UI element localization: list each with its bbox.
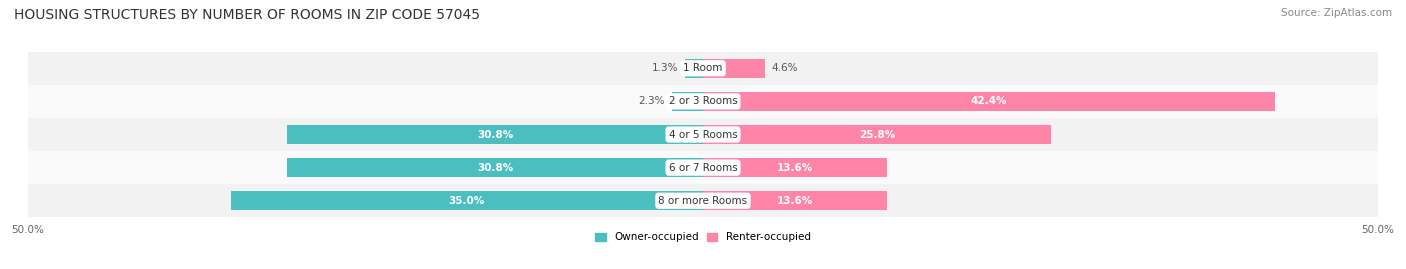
Text: 4.6%: 4.6% <box>772 63 799 73</box>
Legend: Owner-occupied, Renter-occupied: Owner-occupied, Renter-occupied <box>591 228 815 246</box>
Text: 25.8%: 25.8% <box>859 129 896 140</box>
Text: 13.6%: 13.6% <box>776 196 813 206</box>
Text: 2.3%: 2.3% <box>638 96 665 107</box>
Text: 30.8%: 30.8% <box>477 162 513 173</box>
Text: 8 or more Rooms: 8 or more Rooms <box>658 196 748 206</box>
Bar <box>287 125 703 144</box>
Bar <box>703 125 1052 144</box>
Bar <box>28 151 1378 184</box>
Text: 4 or 5 Rooms: 4 or 5 Rooms <box>669 129 737 140</box>
Bar <box>703 59 765 78</box>
Text: 13.6%: 13.6% <box>776 162 813 173</box>
Text: 6 or 7 Rooms: 6 or 7 Rooms <box>669 162 737 173</box>
Bar <box>703 92 1275 111</box>
Bar <box>231 191 703 210</box>
Text: HOUSING STRUCTURES BY NUMBER OF ROOMS IN ZIP CODE 57045: HOUSING STRUCTURES BY NUMBER OF ROOMS IN… <box>14 8 479 22</box>
Text: 1 Room: 1 Room <box>683 63 723 73</box>
Text: 1.3%: 1.3% <box>652 63 679 73</box>
Text: 35.0%: 35.0% <box>449 196 485 206</box>
Bar <box>28 118 1378 151</box>
Bar <box>672 92 703 111</box>
Bar <box>28 184 1378 217</box>
Text: 30.8%: 30.8% <box>477 129 513 140</box>
Bar <box>287 158 703 177</box>
Bar <box>28 52 1378 85</box>
Text: Source: ZipAtlas.com: Source: ZipAtlas.com <box>1281 8 1392 18</box>
Bar <box>686 59 703 78</box>
Text: 42.4%: 42.4% <box>972 96 1008 107</box>
Bar <box>703 158 887 177</box>
Text: 2 or 3 Rooms: 2 or 3 Rooms <box>669 96 737 107</box>
Bar <box>28 85 1378 118</box>
Bar <box>703 191 887 210</box>
